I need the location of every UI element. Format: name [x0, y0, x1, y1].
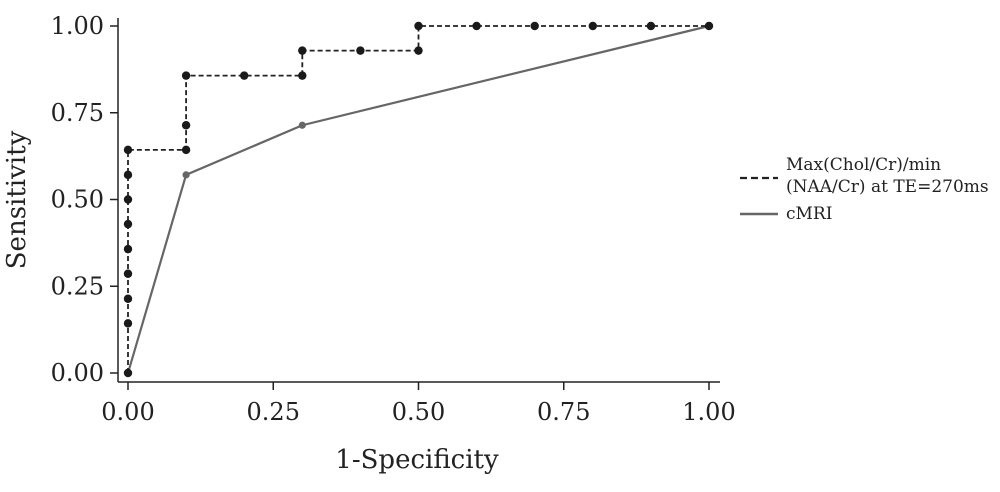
y-tick-label: 0.75 [51, 99, 104, 127]
series-0-point [123, 269, 133, 278]
series-0-point [588, 21, 597, 31]
x-tick-label: 0.25 [247, 398, 300, 426]
series-0-point [123, 319, 133, 328]
series-0-point [298, 46, 307, 55]
y-tick-label: 1.00 [51, 12, 104, 40]
ticks: 0.00 0.25 0.50 0.75 1.00 0.00 0.25 0.50 0.75 1.00 [51, 12, 736, 426]
x-tick-label: 1.00 [682, 398, 735, 426]
series-0-point [123, 170, 133, 180]
series-line-1 [126, 24, 710, 374]
series-0-point [240, 71, 249, 80]
series-0-point [123, 219, 133, 229]
legend-label-1: cMRI [786, 204, 832, 224]
series-0-point [646, 21, 656, 31]
series-line-0 [127, 25, 709, 373]
series-0-point [123, 145, 133, 155]
series-0-point [123, 368, 133, 378]
series-0-point [181, 121, 191, 130]
series-0-point [123, 195, 133, 204]
legend: Max(Chol/Cr)/min(NAA/Cr) at TE=270ms cMRI [740, 155, 989, 224]
x-tick-label: 0.75 [537, 398, 590, 426]
y-tick-label: 0.25 [51, 272, 104, 300]
series-0-point [298, 71, 307, 80]
legend-label-0: Max(Chol/Cr)/min [786, 155, 941, 175]
series-0-point [123, 294, 133, 303]
axes [117, 18, 720, 383]
plot-area [123, 21, 714, 378]
series-0-point [472, 21, 481, 31]
series-0-point [181, 145, 191, 155]
series-0-point [414, 46, 423, 55]
series-0-point [181, 71, 191, 80]
series-0-point [704, 21, 714, 31]
series-0-point [530, 21, 539, 31]
x-axis-title: 1-Specificity [335, 445, 499, 475]
y-tick-label: 0.50 [51, 186, 104, 214]
y-tick-label: 0.00 [51, 359, 104, 387]
x-tick-label: 0.50 [392, 398, 445, 426]
series-1-point [182, 171, 190, 179]
y-axis-title: Sensitivity [2, 130, 32, 269]
legend-label-0: (NAA/Cr) at TE=270ms [786, 177, 989, 197]
series-0-point [414, 21, 423, 31]
x-tick-label: 0.00 [101, 398, 154, 426]
series-1-point [298, 121, 306, 129]
series-0-point [123, 244, 133, 254]
series-0-point [356, 46, 365, 55]
